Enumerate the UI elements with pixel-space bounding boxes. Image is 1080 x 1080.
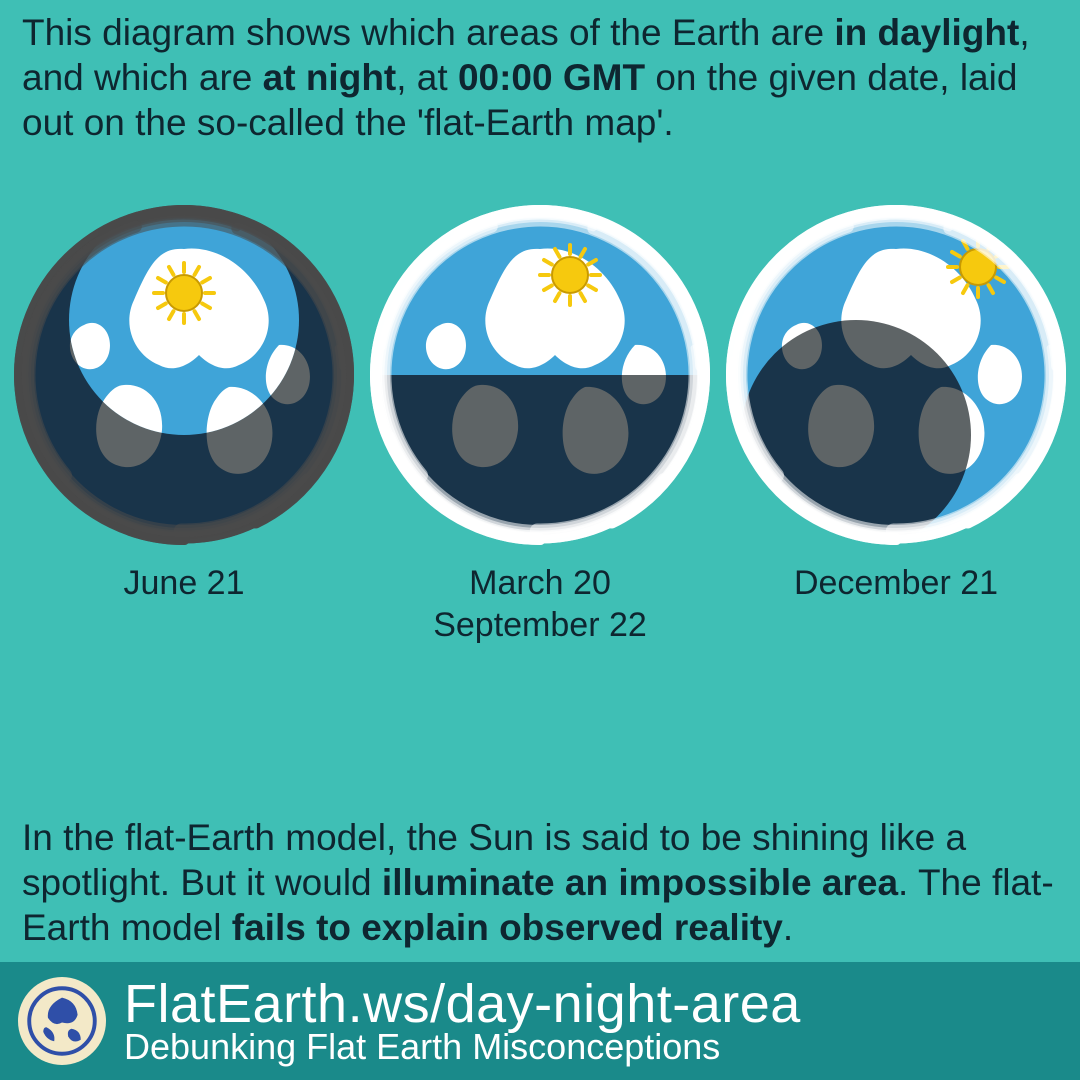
footer-text-block: FlatEarth.ws/day-night-area Debunking Fl… xyxy=(124,977,801,1065)
diagram-row: June 21 March 20September 22 December 21 xyxy=(0,145,1080,646)
conclusion-text: In the flat-Earth model, the Sun is said… xyxy=(0,815,1080,950)
footer-bar: FlatEarth.ws/day-night-area Debunking Fl… xyxy=(0,962,1080,1080)
caption-december: December 21 xyxy=(794,563,998,604)
caption-june: June 21 xyxy=(124,563,245,604)
footer-tagline: Debunking Flat Earth Misconceptions xyxy=(124,1029,801,1065)
panel-june: June 21 xyxy=(10,205,358,604)
disc-december xyxy=(726,205,1066,545)
footer-url: FlatEarth.ws/day-night-area xyxy=(124,977,801,1031)
disc-june xyxy=(14,205,354,545)
footer-logo-icon xyxy=(18,977,106,1065)
intro-text: This diagram shows which areas of the Ea… xyxy=(0,0,1080,145)
panel-equinox: March 20September 22 xyxy=(366,205,714,646)
panel-december: December 21 xyxy=(722,205,1070,604)
disc-equinox xyxy=(370,205,710,545)
caption-equinox: March 20September 22 xyxy=(433,563,647,646)
